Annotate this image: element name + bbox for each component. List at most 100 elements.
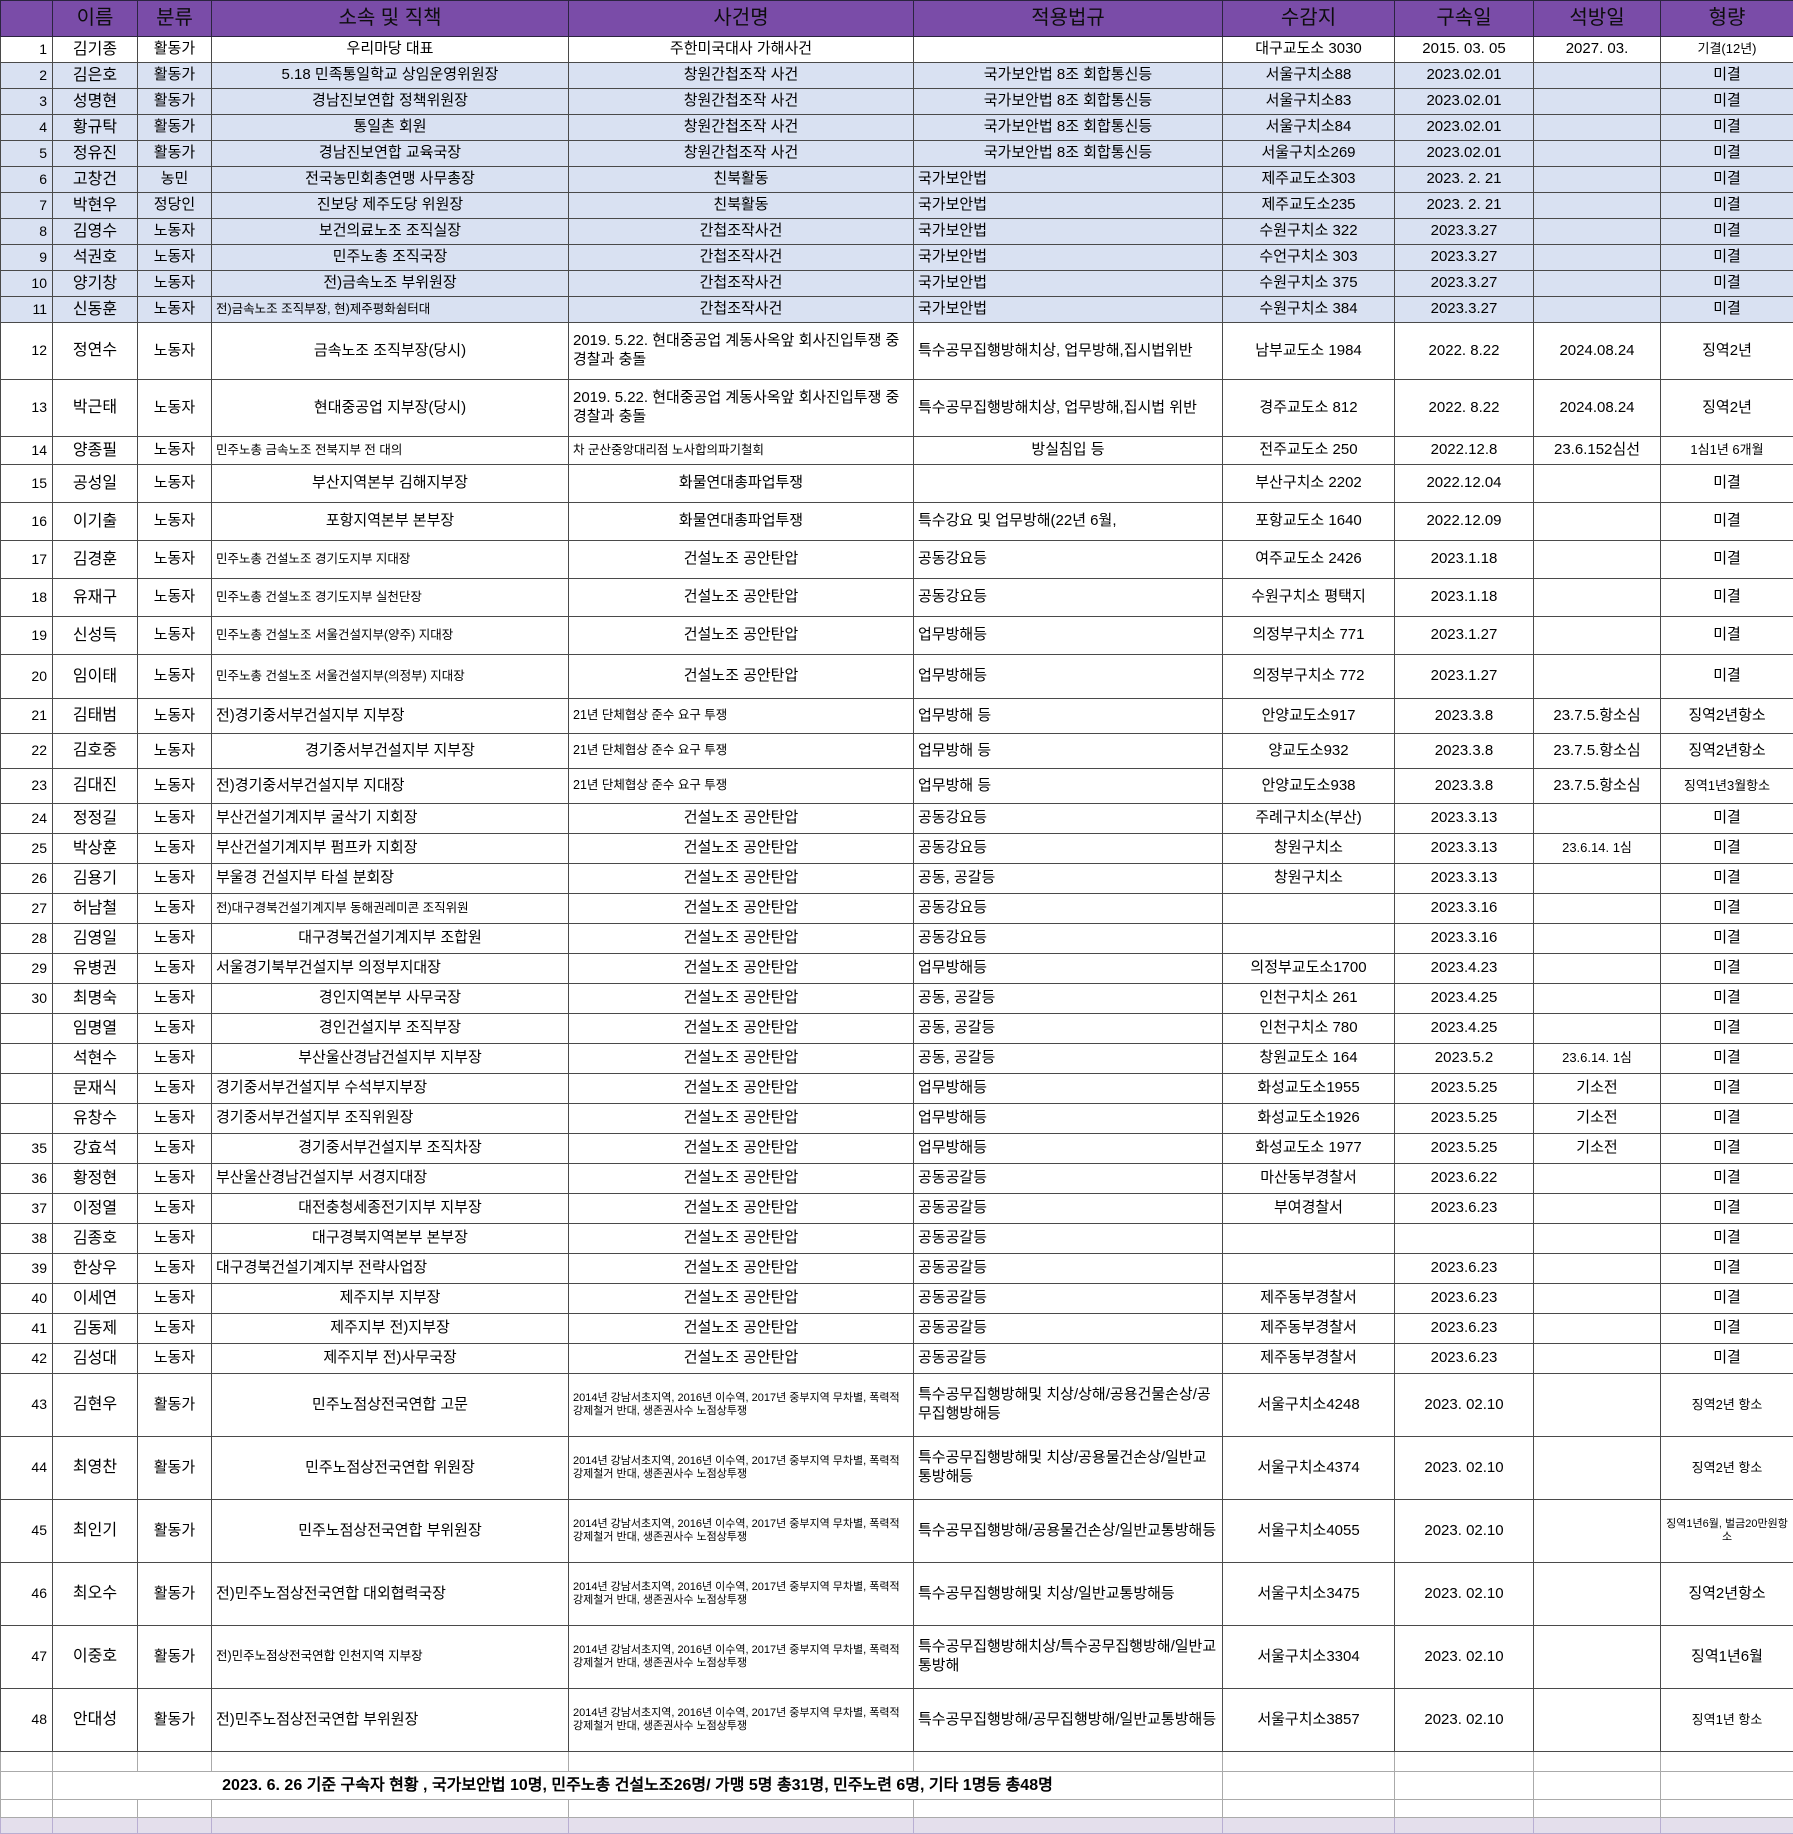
cell-name: 김영수	[53, 219, 138, 245]
cell-case: 창원간첩조작 사건	[569, 141, 914, 167]
cell-rownum: 12	[1, 323, 53, 380]
cell-position: 대전충청세종전기지부 지부장	[212, 1194, 569, 1224]
cell-law	[914, 465, 1223, 503]
cell-name: 허남철	[53, 894, 138, 924]
cell-release-date	[1534, 655, 1661, 699]
cell-name: 신동훈	[53, 297, 138, 323]
empty-cell	[212, 1800, 569, 1818]
cell-rownum: 2	[1, 63, 53, 89]
cell-prison: 서울구치소4248	[1223, 1374, 1395, 1437]
empty-cell	[1661, 1752, 1793, 1772]
cell-sentence: 미결	[1661, 141, 1793, 167]
cell-rownum: 24	[1, 804, 53, 834]
cell-law: 공동강요등	[914, 804, 1223, 834]
cell-law: 업무방해등	[914, 1074, 1223, 1104]
cell-law: 국가보안법 8조 회합통신등	[914, 141, 1223, 167]
cell-arrest-date: 2023.1.18	[1395, 541, 1534, 579]
cell-name: 정정길	[53, 804, 138, 834]
empty-cell	[569, 1800, 914, 1818]
cell-arrest-date	[1395, 1224, 1534, 1254]
cell-category: 활동가	[138, 1437, 212, 1500]
cell-category: 활동가	[138, 1563, 212, 1626]
cell-arrest-date: 2023.02.01	[1395, 141, 1534, 167]
cell-release-date	[1534, 245, 1661, 271]
cell-name: 김현우	[53, 1374, 138, 1437]
cell-case: 건설노조 공안탄압	[569, 894, 914, 924]
empty-cell	[212, 1752, 569, 1772]
cell-law: 국가보안법	[914, 297, 1223, 323]
cell-rownum: 18	[1, 579, 53, 617]
cell-case: 건설노조 공안탄압	[569, 1254, 914, 1284]
cell-arrest-date: 2022.12.8	[1395, 437, 1534, 465]
cell-case: 건설노조 공안탄압	[569, 1164, 914, 1194]
cell-name: 공성일	[53, 465, 138, 503]
cell-release-date	[1534, 1437, 1661, 1500]
cell-sentence: 미결	[1661, 1074, 1793, 1104]
cell-law: 공동공갈등	[914, 1194, 1223, 1224]
cell-arrest-date: 2023.5.25	[1395, 1134, 1534, 1164]
cell-arrest-date: 2023.5.2	[1395, 1044, 1534, 1074]
cell-sentence: 징역2년항소	[1661, 734, 1793, 769]
cell-case: 주한미국대사 가해사건	[569, 37, 914, 63]
cell-case: 건설노조 공안탄압	[569, 1104, 914, 1134]
cell-rownum: 4	[1, 115, 53, 141]
empty-cell	[1534, 1772, 1661, 1800]
cell-arrest-date: 2023.3.13	[1395, 804, 1534, 834]
cell-law: 국가보안법 8조 회합통신등	[914, 63, 1223, 89]
cell-law: 특수공무집행방해치상, 업무방해,집시법 위반	[914, 380, 1223, 437]
cell-arrest-date: 2023. 02.10	[1395, 1563, 1534, 1626]
cell-category: 노동자	[138, 579, 212, 617]
cell-category: 활동가	[138, 89, 212, 115]
cell-case: 건설노조 공안탄압	[569, 864, 914, 894]
cell-category: 노동자	[138, 1314, 212, 1344]
cell-prison: 인천구치소 261	[1223, 984, 1395, 1014]
cell-sentence: 미결	[1661, 1314, 1793, 1344]
cell-position: 부울경 건설지부 타설 분회장	[212, 864, 569, 894]
empty-cell	[1, 1752, 53, 1772]
cell-position: 경기중서부건설지부 조직차장	[212, 1134, 569, 1164]
cell-prison: 남부교도소 1984	[1223, 323, 1395, 380]
cell-sentence: 미결	[1661, 1284, 1793, 1314]
cell-name: 임이태	[53, 655, 138, 699]
cell-prison: 화성교도소1955	[1223, 1074, 1395, 1104]
cell-prison: 창원구치소	[1223, 834, 1395, 864]
cell-release-date: 23.6.14. 1심	[1534, 834, 1661, 864]
cell-prison: 의정부구치소 771	[1223, 617, 1395, 655]
cell-arrest-date: 2022.12.04	[1395, 465, 1534, 503]
cell-position: 대구경북지역본부 본부장	[212, 1224, 569, 1254]
cell-case: 건설노조 공안탄압	[569, 1014, 914, 1044]
cell-name: 양종필	[53, 437, 138, 465]
cell-category: 노동자	[138, 219, 212, 245]
cell-law: 업무방해등	[914, 617, 1223, 655]
cell-rownum: 39	[1, 1254, 53, 1284]
cell-name: 최명숙	[53, 984, 138, 1014]
empty-cell	[1661, 1772, 1793, 1800]
cell-case: 간첩조작사건	[569, 245, 914, 271]
cell-law: 업무방해 등	[914, 699, 1223, 734]
cell-law: 공동, 공갈등	[914, 984, 1223, 1014]
cell-category: 활동가	[138, 141, 212, 167]
cell-category: 노동자	[138, 734, 212, 769]
cell-release-date	[1534, 63, 1661, 89]
cell-release-date: 23.6.14. 1심	[1534, 1044, 1661, 1074]
cell-prison: 창원구치소	[1223, 864, 1395, 894]
cell-position: 진보당 제주도당 위원장	[212, 193, 569, 219]
header-cell-position: 소속 및 직책	[212, 1, 569, 37]
cell-case: 화물연대총파업투쟁	[569, 465, 914, 503]
cell-name: 박현우	[53, 193, 138, 219]
cell-case: 화물연대총파업투쟁	[569, 503, 914, 541]
cell-name: 이중호	[53, 1626, 138, 1689]
cell-sentence: 미결	[1661, 894, 1793, 924]
cell-case: 건설노조 공안탄압	[569, 617, 914, 655]
cell-category: 노동자	[138, 1134, 212, 1164]
cell-name: 최인기	[53, 1500, 138, 1563]
cell-law: 업무방해등	[914, 1134, 1223, 1164]
cell-case: 건설노조 공안탄압	[569, 541, 914, 579]
cell-case: 건설노조 공안탄압	[569, 954, 914, 984]
cell-name: 유재구	[53, 579, 138, 617]
cell-law: 국가보안법 8조 회합통신등	[914, 89, 1223, 115]
summary-row: 2023. 6. 26 기준 구속자 현황 , 국가보안법 10명, 민주노총 …	[1, 1772, 1793, 1800]
cell-arrest-date: 2023. 02.10	[1395, 1437, 1534, 1500]
